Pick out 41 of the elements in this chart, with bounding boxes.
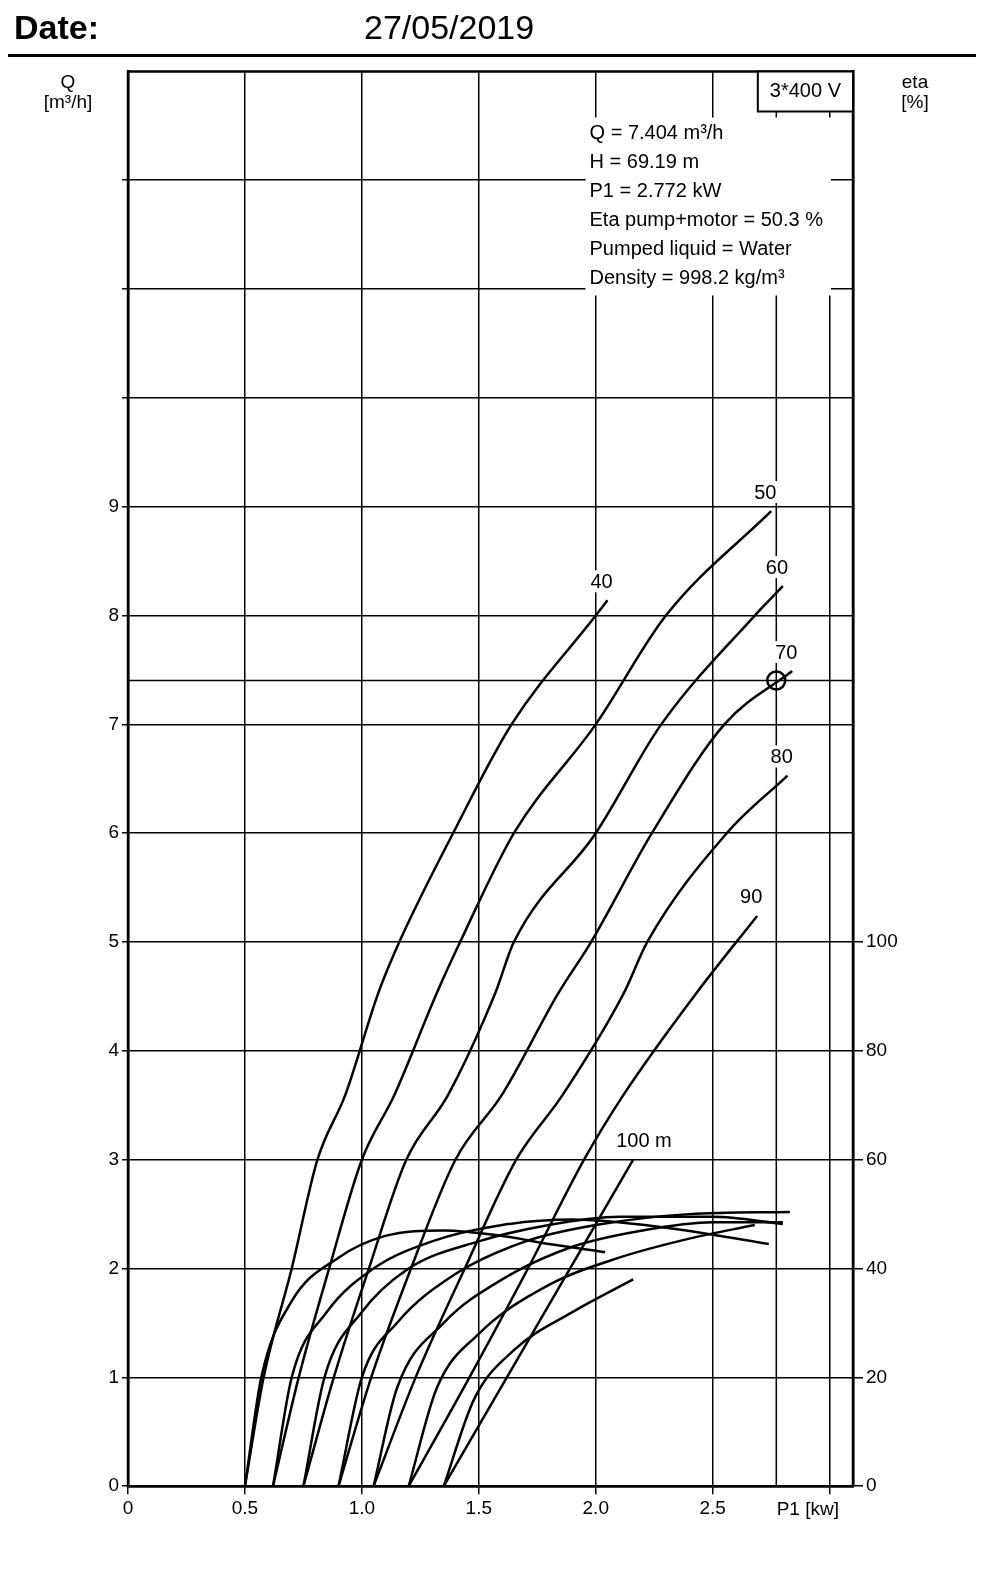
y-tick-label: 9 bbox=[108, 494, 119, 516]
y-tick-label: 1 bbox=[108, 1365, 119, 1387]
series-label: 70 bbox=[775, 640, 798, 663]
series-label: 90 bbox=[740, 885, 763, 908]
y2-axis-title: eta [%] bbox=[901, 71, 929, 113]
y-axis-title: Q [m³/h] bbox=[43, 71, 93, 113]
x-axis-title: P1 [kw] bbox=[776, 1497, 839, 1519]
y2-tick-label: 20 bbox=[866, 1365, 888, 1387]
y-tick-label: 0 bbox=[108, 1474, 119, 1496]
y2-tick-label: 40 bbox=[866, 1256, 888, 1278]
x-tick-label: 0.5 bbox=[231, 1496, 259, 1518]
y2-tick-label: 80 bbox=[866, 1039, 888, 1061]
y-tick-label: 2 bbox=[108, 1256, 119, 1278]
series-label: 60 bbox=[765, 555, 789, 578]
series-label: 50 bbox=[754, 480, 777, 503]
series-label: 40 bbox=[590, 569, 613, 592]
y2-tick-label: 0 bbox=[866, 1474, 877, 1496]
x-tick-label: 1.5 bbox=[465, 1496, 493, 1518]
y2-tick-label: 60 bbox=[866, 1147, 888, 1169]
series-label: 100 m bbox=[616, 1129, 672, 1152]
annotation: Pumped liquid = Water bbox=[589, 236, 793, 259]
series-label: 80 bbox=[770, 745, 793, 768]
annotation: Q = 7.404 m³/h bbox=[589, 120, 724, 143]
chart-title: Date: bbox=[14, 8, 101, 47]
x-tick-label: 2.5 bbox=[699, 1496, 726, 1518]
chart-subtitle: 27/05/2019 bbox=[364, 8, 535, 47]
y-tick-label: 8 bbox=[108, 603, 119, 625]
y-tick-label: 7 bbox=[108, 712, 119, 734]
x-tick-label: 2.0 bbox=[582, 1496, 609, 1518]
annotation: Eta pump+motor = 50.3 % bbox=[589, 207, 824, 230]
y-tick-label: 4 bbox=[108, 1039, 120, 1061]
y-tick-label: 5 bbox=[108, 930, 119, 952]
annotation: Density = 998.2 kg/m³ bbox=[589, 265, 785, 288]
annotation: P1 = 2.772 kW bbox=[589, 178, 722, 201]
y-tick-label: 3 bbox=[108, 1147, 119, 1169]
x-tick-label: 1.0 bbox=[348, 1496, 376, 1518]
y-tick-label: 6 bbox=[108, 821, 119, 843]
x-tick-label: 0 bbox=[122, 1496, 134, 1518]
annotation: 3*400 V bbox=[769, 78, 842, 101]
y2-tick-label: 100 bbox=[866, 930, 898, 952]
annotation: H = 69.19 m bbox=[589, 149, 700, 172]
